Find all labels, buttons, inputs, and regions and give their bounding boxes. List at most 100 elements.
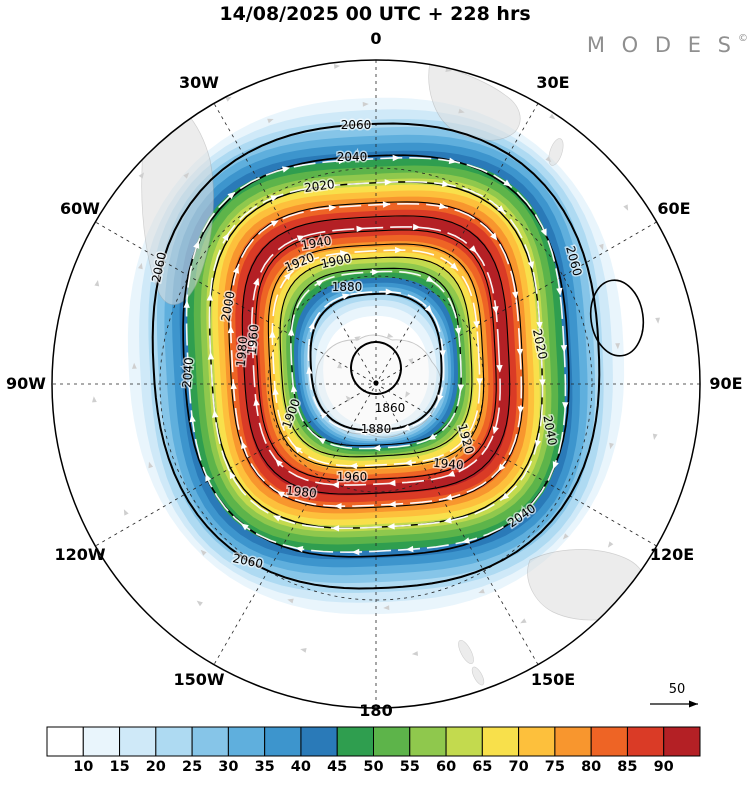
weak-wind-arrow bbox=[405, 391, 411, 398]
colorbar-tick: 80 bbox=[581, 759, 601, 775]
weak-wind-arrow bbox=[383, 605, 390, 611]
colorbar-tick: 20 bbox=[146, 759, 166, 775]
wind-arrow bbox=[240, 523, 249, 531]
wind-arrow bbox=[331, 525, 340, 532]
weak-wind-arrow bbox=[196, 600, 203, 607]
wind-arrow bbox=[516, 348, 524, 357]
wind-arrow bbox=[193, 240, 200, 249]
colorbar-cell bbox=[481, 726, 520, 757]
contour-label: 2060 bbox=[341, 118, 372, 132]
wind-arrow bbox=[512, 291, 519, 300]
colorbar-tick: 65 bbox=[472, 759, 492, 775]
wind-arrow bbox=[329, 182, 338, 189]
wind-arrow bbox=[306, 366, 313, 374]
weak-wind-arrow bbox=[287, 598, 294, 604]
wind-arrow bbox=[249, 339, 256, 348]
streamline bbox=[208, 180, 544, 530]
wind-arrow bbox=[405, 545, 414, 553]
weak-wind-arrow bbox=[655, 317, 660, 324]
weak-wind-arrow bbox=[545, 156, 552, 163]
wind-arrow bbox=[457, 384, 465, 393]
longitude-labels: 0 30E 60E 90E 120E 150E 180 150W 120W 90W 60W 30W bbox=[6, 29, 743, 720]
weak-wind-arrow bbox=[520, 618, 527, 624]
wind-arrow bbox=[356, 225, 365, 233]
wind-arrow bbox=[501, 492, 510, 501]
wind-arrow bbox=[287, 327, 295, 336]
weak-wind-arrow bbox=[138, 262, 143, 270]
wind-arrow bbox=[227, 191, 236, 200]
weak-wind-arrow bbox=[387, 333, 394, 338]
weak-wind-arrow bbox=[623, 204, 629, 211]
height-contour bbox=[255, 229, 497, 481]
colorbar-cell bbox=[46, 726, 84, 757]
coast-madagascar bbox=[548, 138, 564, 166]
longitude-label: 120W bbox=[54, 545, 105, 564]
wind-arrow bbox=[497, 205, 505, 213]
colorbar-tick: 10 bbox=[73, 759, 93, 775]
colorbar-tick: 40 bbox=[291, 759, 311, 775]
colorbar-tick: 90 bbox=[654, 759, 674, 775]
colorbar-cell bbox=[300, 726, 338, 757]
wind-arrow bbox=[412, 223, 421, 231]
wind-arrow bbox=[294, 446, 302, 454]
height-contour bbox=[267, 243, 485, 469]
colorbar-cell bbox=[82, 726, 121, 757]
wind-arrow bbox=[334, 503, 342, 510]
contour-label: 2000 bbox=[219, 290, 238, 323]
wind-arrow bbox=[317, 437, 327, 445]
wind-arrow bbox=[516, 510, 525, 519]
contour-label: 1880 bbox=[332, 280, 363, 294]
wind-arrow bbox=[270, 220, 279, 227]
weak-wind-arrow bbox=[267, 118, 274, 124]
streamline bbox=[185, 156, 567, 554]
colorbar-tick: 60 bbox=[436, 759, 456, 775]
wind-arrow bbox=[496, 364, 503, 373]
wind-arrow bbox=[552, 461, 559, 470]
colorbar-tick: 70 bbox=[509, 759, 529, 775]
longitude-label: 150E bbox=[531, 670, 575, 689]
wind-arrow bbox=[536, 321, 543, 330]
wind-arrow bbox=[206, 293, 214, 301]
coast-new-zealand-south bbox=[471, 666, 485, 686]
wind-arrow bbox=[392, 154, 401, 162]
wind-arrow bbox=[439, 350, 446, 358]
weak-wind-arrow bbox=[354, 336, 361, 342]
chart-title: 14/08/2025 00 UTC + 228 hrs bbox=[219, 3, 530, 25]
wind-arrow bbox=[387, 523, 395, 530]
contour-label: 1940 bbox=[300, 234, 333, 253]
wind-arrow bbox=[207, 351, 215, 360]
contour-label: 1940 bbox=[433, 456, 465, 473]
weak-wind-arrow bbox=[300, 648, 307, 653]
pole-marker bbox=[373, 380, 379, 386]
streamline bbox=[307, 290, 445, 434]
wind-arrow bbox=[338, 157, 347, 165]
wind-arrow bbox=[296, 235, 305, 242]
weak-wind-arrow bbox=[333, 64, 341, 69]
longitude-label: 120E bbox=[650, 545, 694, 564]
weak-wind-arrow bbox=[549, 113, 556, 120]
wind-arrow bbox=[539, 379, 546, 387]
coast-australia bbox=[527, 549, 647, 621]
colorbar-cell bbox=[155, 726, 193, 757]
weak-wind-arrow bbox=[123, 509, 129, 516]
wind-arrow bbox=[358, 429, 367, 436]
wind-arrow bbox=[205, 473, 212, 482]
wind-arrow bbox=[282, 166, 291, 173]
contour-label: 1980 bbox=[285, 483, 317, 500]
wind-arrow bbox=[232, 265, 240, 274]
wind-arrow bbox=[461, 537, 470, 544]
weak-wind-arrow bbox=[607, 541, 614, 548]
wind-arrow bbox=[349, 462, 357, 470]
wind-arrow bbox=[295, 546, 304, 553]
wind-arrow bbox=[437, 394, 444, 403]
wind-arrow bbox=[384, 179, 393, 186]
wind-streamlines bbox=[92, 64, 660, 656]
wind-arrow bbox=[230, 381, 237, 390]
wind-arrow bbox=[517, 406, 524, 415]
weak-wind-arrow bbox=[374, 407, 381, 413]
height-contour bbox=[241, 215, 511, 495]
longitude-label: 180 bbox=[359, 701, 392, 720]
wind-arrow bbox=[212, 409, 219, 418]
weak-wind-arrow bbox=[337, 362, 342, 369]
weak-wind-arrow bbox=[138, 172, 145, 179]
